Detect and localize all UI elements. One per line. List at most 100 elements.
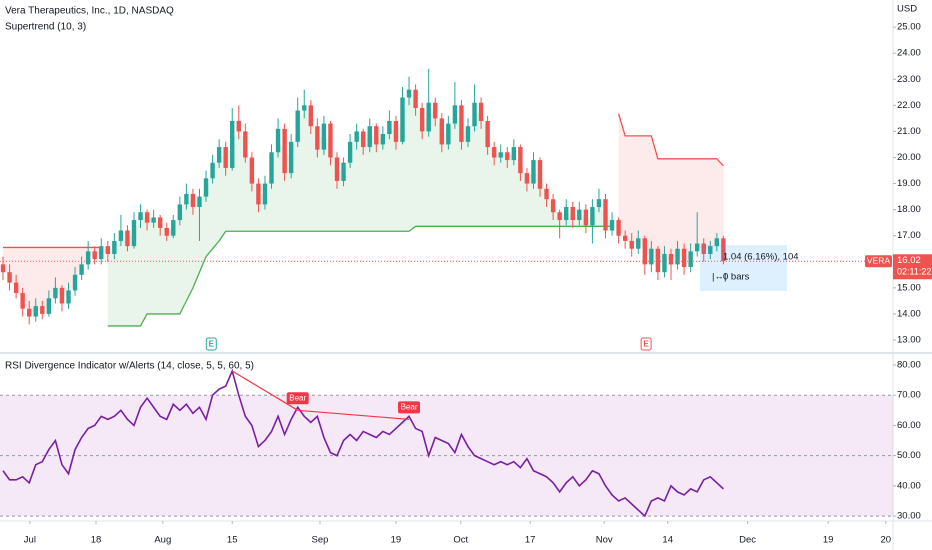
candle-body	[406, 89, 412, 98]
candle-body	[721, 238, 726, 262]
candle-body	[583, 209, 589, 226]
candle-body	[72, 274, 78, 291]
candle-body	[544, 188, 549, 200]
x-tick-label: Aug	[154, 535, 171, 546]
candle-body	[668, 253, 674, 265]
candle-body	[367, 126, 372, 148]
candle-body	[446, 123, 451, 145]
y-tick-label: 19.00	[897, 178, 921, 189]
candle-body	[20, 293, 25, 309]
candle-body	[99, 246, 104, 260]
candle-body	[46, 298, 52, 314]
candle-body	[511, 147, 517, 161]
y-tick-label: 23.00	[897, 74, 921, 85]
candle-body	[498, 152, 503, 158]
y-tick-label: 80.00	[897, 359, 921, 370]
divergence-tag	[398, 401, 421, 414]
divergence-tag	[286, 392, 309, 405]
y-tick-label: 18.00	[897, 204, 921, 215]
candle-body	[577, 209, 582, 221]
candle-body	[537, 160, 543, 189]
candle-body	[505, 152, 510, 161]
candle-body	[708, 246, 713, 254]
x-tick-label: Nov	[596, 535, 613, 546]
candle-body	[125, 230, 130, 247]
candle-body	[452, 105, 458, 124]
candle-body	[295, 110, 300, 142]
candle-body	[315, 126, 320, 150]
candle-body	[105, 246, 110, 254]
candle-body	[491, 147, 497, 158]
divergence-label: Bear	[401, 402, 418, 411]
plot-layer: 13.0014.0015.0016.0017.0018.0019.0020.00…	[0, 22, 921, 546]
y-tick-label: 70.00	[897, 390, 921, 401]
y-tick-label: 50.00	[897, 450, 921, 461]
candle-body	[694, 243, 700, 252]
candle-body	[531, 160, 536, 184]
earnings-label: E	[643, 340, 649, 349]
supertrend-line	[617, 113, 724, 167]
divergence-line	[231, 370, 299, 411]
candle-body	[243, 131, 248, 158]
candle-body	[249, 157, 255, 184]
candle-body	[374, 126, 379, 145]
candle-body	[524, 173, 530, 184]
candle-body	[550, 199, 556, 213]
candle-body	[426, 102, 431, 132]
candle-body	[59, 287, 65, 304]
supertrend-line	[107, 225, 613, 327]
y-tick-label: 14.00	[897, 308, 921, 319]
candle-body	[184, 193, 189, 205]
price-tag	[893, 254, 932, 280]
candle-body	[387, 120, 392, 135]
symbol-label: VERA	[867, 256, 890, 266]
candle-body	[642, 238, 647, 265]
candle-body	[681, 248, 687, 267]
candle-body	[171, 220, 176, 236]
candle-body	[282, 128, 287, 174]
candle-body	[334, 157, 340, 181]
candle-body	[40, 306, 45, 314]
candle-body	[164, 227, 169, 236]
x-tick-label: Sep	[312, 535, 329, 546]
x-tick-label: 19	[391, 535, 402, 546]
candle-body	[478, 102, 484, 121]
candle-body	[118, 230, 124, 241]
chart-title: Vera Therapeutics, Inc., 1D, NASDAQ	[5, 6, 174, 17]
candle-body	[210, 162, 215, 179]
candle-body	[138, 212, 143, 221]
candle-body	[112, 240, 117, 254]
countdown-label: 02:11:22	[897, 267, 931, 277]
y-tick-label: 60.00	[897, 420, 921, 431]
candle-body	[433, 102, 438, 119]
x-tick-label: Jul	[24, 535, 36, 546]
earnings-marker	[205, 337, 217, 351]
candle-body	[570, 207, 575, 221]
candle-body	[419, 107, 425, 132]
candle-body	[400, 97, 405, 142]
candle-body	[609, 220, 615, 231]
x-tick-label: 19	[823, 535, 834, 546]
y-tick-label: 25.00	[897, 22, 921, 33]
candle-body	[465, 126, 471, 142]
price-label: 16.02	[897, 255, 921, 266]
candle-body	[518, 147, 523, 174]
candle-body	[688, 251, 693, 267]
candle-body	[236, 120, 241, 132]
y-tick-label: 22.00	[897, 100, 921, 111]
x-tick-label: Dec	[739, 535, 756, 546]
candle-body	[701, 243, 706, 254]
candle-body	[151, 217, 156, 223]
rsi-title: RSI Divergence Indicator w/Alerts (14, c…	[5, 361, 254, 372]
rsi-line	[2, 368, 724, 518]
y-tick-label: 24.00	[897, 48, 921, 59]
candle-body	[223, 147, 228, 168]
indicator-title: Supertrend (10, 3)	[5, 22, 86, 33]
candle-body	[413, 89, 418, 108]
candle-body	[655, 248, 661, 273]
candle-body	[53, 287, 58, 299]
candle-body	[92, 251, 97, 260]
candle-body	[203, 178, 209, 197]
